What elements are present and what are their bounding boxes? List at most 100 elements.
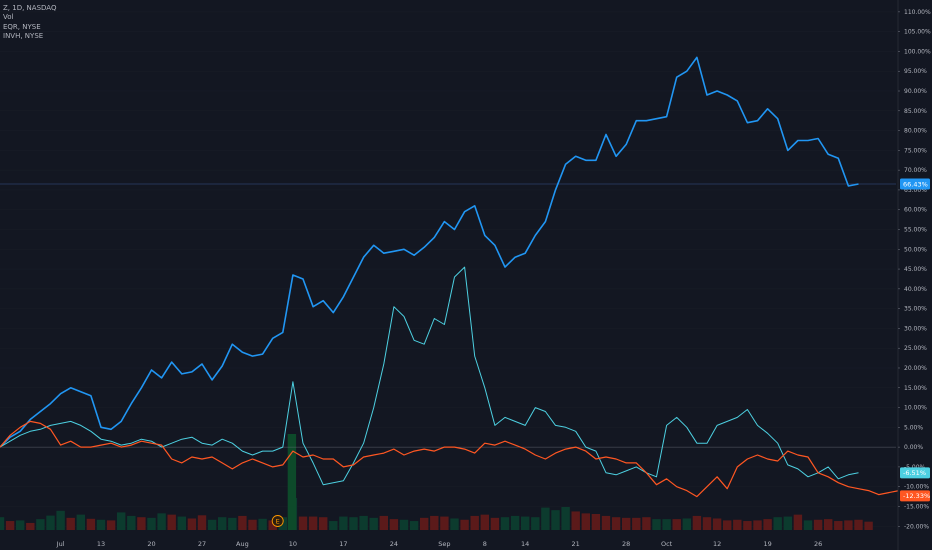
price-axis[interactable]: 110.00% 105.00% 100.00% 95.00% 90.00% 85.00% 8…: [897, 0, 932, 550]
x-tick-label: 17: [339, 540, 347, 548]
y-tick-label: 45.00%: [904, 266, 927, 273]
legend-main-symbol[interactable]: Z, 1D, NASDAQ: [3, 4, 57, 12]
volume-bar: [783, 516, 792, 530]
volume-bar: [349, 517, 358, 530]
volume-bar: [339, 516, 348, 530]
y-tick-label: 70.00%: [904, 167, 927, 174]
series-line-eqr: [0, 266, 859, 486]
volume-bar: [531, 517, 540, 530]
x-tick-label: 8: [483, 540, 487, 548]
series-lines: [0, 56, 920, 498]
volume-bar: [106, 520, 116, 530]
volume-bar: [420, 517, 429, 530]
y-tick-label: 75.00%: [904, 147, 927, 154]
x-tick-label: 28: [622, 540, 630, 548]
volume-bar: [298, 516, 308, 530]
price-axis-bg: [898, 0, 932, 550]
volume-bar-spike: [287, 434, 297, 530]
volume-bar: [137, 517, 146, 530]
y-tick-label: -10.00%: [904, 484, 929, 491]
volume-bar: [0, 517, 5, 530]
volume-bar: [389, 519, 399, 530]
volume-bar: [864, 521, 873, 530]
volume-bar: [258, 518, 267, 530]
volume-bar: [622, 517, 631, 530]
volume-bar: [430, 515, 439, 530]
last-value-badge-invh: [900, 490, 930, 502]
x-tick-label: 24: [390, 540, 398, 548]
volume-bar: [834, 521, 843, 530]
volume-bar: [56, 510, 65, 530]
legend-invh[interactable]: INVH, NYSE: [3, 32, 44, 41]
volume-bar: [803, 520, 813, 530]
volume-bar: [480, 514, 489, 530]
grid-lines: [0, 11, 896, 527]
volume-bar: [5, 521, 15, 530]
series-line-invh: [0, 420, 920, 498]
volume-bar: [187, 518, 197, 530]
volume-bar: [308, 516, 318, 530]
earnings-markers[interactable]: E: [271, 515, 284, 527]
y-tick-label: 100.00%: [904, 48, 931, 55]
volume-bar: [753, 520, 762, 530]
y-tick-label: 85.00%: [904, 108, 927, 115]
volume-bar: [844, 520, 853, 530]
volume-histogram: [0, 434, 873, 530]
volume-bar: [319, 517, 328, 530]
volume-bar: [207, 519, 217, 530]
x-tick-label: Sep: [438, 540, 450, 548]
last-value-text-eqr: -6.51%: [903, 469, 926, 477]
volume-bar: [440, 516, 449, 530]
x-tick-label: 19: [763, 540, 771, 548]
chart-legend: Z, 1D, NASDAQ Vol EQR, NYSE INVH, NYSE: [3, 4, 56, 42]
y-tick-label: 80.00%: [904, 128, 927, 135]
time-axis[interactable]: Jul 13 20 27 Aug 10 17 24 Sep 8 14 21 28 Oct 12 19 26: [56, 540, 823, 548]
volume-bar: [854, 519, 863, 530]
y-tick-label: 20.00%: [904, 365, 927, 372]
y-tick-label: 50.00%: [904, 246, 927, 253]
volume-bar: [177, 516, 186, 530]
volume-bar: [672, 519, 681, 530]
volume-bar: [470, 515, 479, 530]
y-tick-label: 110.00%: [904, 9, 931, 16]
y-tick-label: -15.00%: [904, 503, 929, 510]
volume-bar: [642, 517, 651, 530]
volume-bar: [359, 515, 368, 530]
volume-bar: [500, 517, 510, 530]
volume-bar: [652, 519, 661, 530]
volume-bar: [26, 522, 35, 530]
x-tick-label: 27: [198, 540, 206, 548]
volume-bar: [521, 516, 530, 530]
volume-bar: [238, 515, 247, 530]
volume-bar: [16, 520, 25, 530]
legend-eqr[interactable]: EQR, NYSE: [3, 22, 41, 31]
volume-bar: [813, 519, 823, 530]
volume-bar: [581, 513, 590, 530]
volume-bar: [733, 519, 742, 530]
x-tick-label: Aug: [236, 540, 249, 548]
volume-bar: [723, 520, 732, 530]
volume-bar: [682, 518, 691, 530]
volume-bar: [712, 518, 722, 530]
volume-bar: [601, 515, 611, 530]
x-tick-label: Jul: [56, 540, 65, 548]
volume-bar: [692, 515, 702, 530]
volume-bar: [228, 517, 237, 530]
y-tick-label: 10.00%: [904, 405, 927, 412]
y-tick-label: 25.00%: [904, 345, 927, 352]
volume-bar: [743, 521, 752, 530]
y-tick-label: 55.00%: [904, 226, 927, 233]
legend-volume[interactable]: Vol: [3, 13, 14, 22]
volume-bar: [773, 517, 782, 530]
volume-bar: [551, 510, 560, 530]
volume-bar: [157, 513, 166, 530]
volume-bar: [369, 517, 378, 530]
volume-bar: [571, 511, 580, 530]
volume-bar: [450, 518, 459, 530]
volume-bar: [66, 517, 75, 530]
volume-bar: [117, 512, 126, 530]
volume-bar: [46, 515, 55, 530]
earnings-marker-label: E: [276, 517, 280, 525]
x-tick-label: 26: [814, 540, 822, 548]
